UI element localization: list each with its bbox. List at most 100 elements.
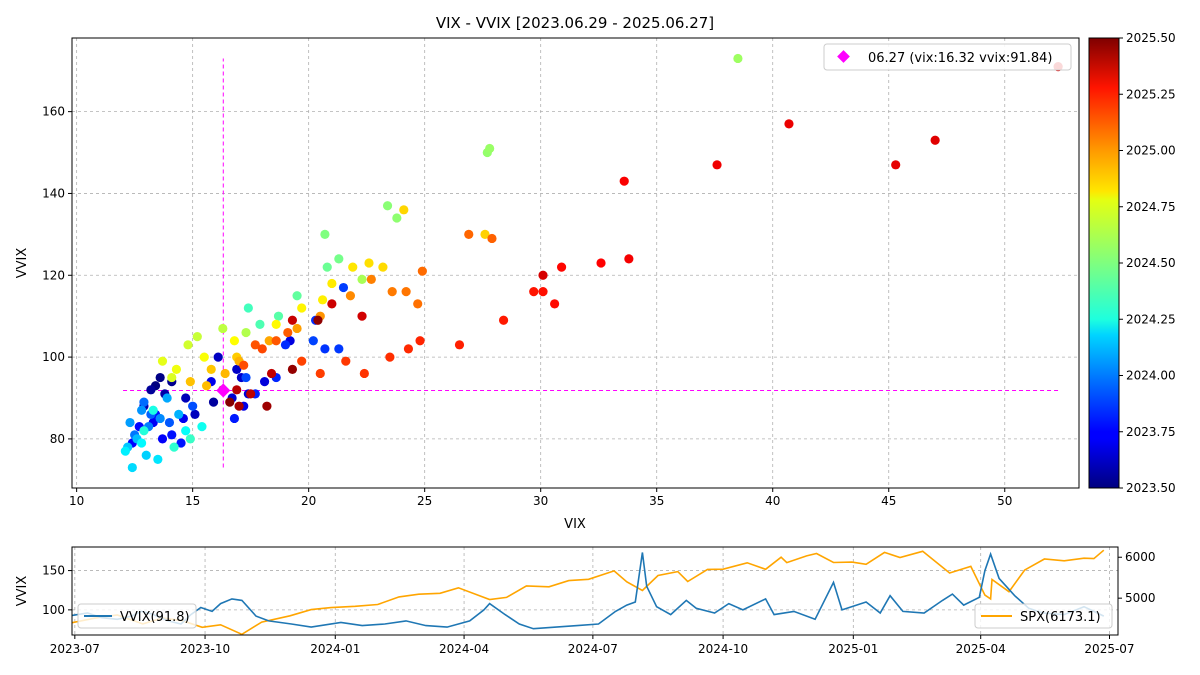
spx-legend-label: SPX(6173.1) — [1020, 610, 1101, 625]
scatter-point — [169, 442, 179, 452]
scatter-x-ticks: 10 15 20 25 30 35 40 45 50 — [69, 488, 1012, 508]
right-y-tick-label: 5000 — [1125, 591, 1156, 605]
y-tick-label: 140 — [42, 186, 65, 200]
scatter-legend: 06.27 (vix:16.32 vvix:91.84) — [823, 43, 1072, 71]
scatter-point — [338, 282, 349, 293]
scatter-point — [183, 340, 193, 350]
scatter-point — [596, 258, 606, 268]
scatter-point — [181, 393, 191, 403]
scatter-point — [387, 287, 397, 297]
time-tick-label: 2024-04 — [439, 642, 489, 656]
colorbar-tick-label: 2025.25 — [1126, 87, 1176, 101]
highlight-diamond — [216, 383, 231, 398]
scatter-point — [538, 287, 548, 297]
scatter-point — [364, 258, 374, 268]
scatter-point — [292, 323, 302, 334]
scatter-point — [392, 213, 402, 223]
legend-box — [823, 43, 1072, 71]
colorbar-tick-label: 2025.50 — [1126, 31, 1176, 45]
scatter-point — [280, 340, 291, 350]
scatter-point — [327, 299, 337, 309]
scatter-point — [487, 233, 497, 244]
scatter-point — [234, 401, 244, 411]
scatter-point — [366, 274, 376, 284]
scatter-point — [229, 413, 240, 424]
scatter-point — [232, 364, 242, 374]
scatter-point — [241, 327, 251, 338]
colorbar-tick-label: 2023.75 — [1126, 425, 1176, 439]
scatter-point — [454, 340, 465, 350]
vvix-legend-box — [77, 603, 197, 629]
x-tick-label: 40 — [765, 494, 780, 508]
colorbar-tick-label: 2024.00 — [1126, 369, 1176, 383]
scatter-point — [139, 426, 149, 436]
y-tick-label: 100 — [42, 350, 65, 364]
scatter-point — [157, 356, 168, 366]
scatter-point — [891, 160, 901, 170]
scatter-point — [148, 405, 158, 415]
x-tick-label: 20 — [301, 494, 316, 508]
time-tick-label: 2025-01 — [828, 642, 878, 656]
scatter-point — [197, 422, 207, 432]
x-tick-label: 25 — [417, 494, 432, 508]
scatter-point — [185, 434, 195, 444]
x-tick-label: 30 — [533, 494, 548, 508]
scatter-point — [550, 299, 560, 309]
scatter-point — [287, 364, 298, 374]
scatter-point — [232, 385, 242, 395]
scatter-point — [283, 327, 293, 338]
scatter-point — [556, 262, 567, 272]
scatter-y-ticks: 80 100 120 140 160 — [42, 105, 72, 446]
timeseries-lines — [72, 549, 1105, 635]
scatter-point — [297, 356, 307, 366]
timeseries-y-label: VVIX — [15, 576, 30, 607]
scatter-point — [255, 319, 265, 329]
scatter-point — [171, 364, 182, 374]
scatter-point — [378, 262, 388, 272]
timeseries-left-y-ticks: 100 150 — [42, 564, 72, 617]
vvix-series-line — [72, 551, 1105, 630]
scatter-point — [271, 319, 281, 329]
scatter-point — [357, 274, 367, 284]
scatter-point — [619, 176, 629, 186]
left-y-tick-label: 150 — [42, 564, 65, 578]
scatter-point — [157, 434, 168, 444]
scatter-point — [529, 287, 539, 297]
scatter-point — [266, 368, 277, 379]
y-tick-label: 160 — [42, 105, 65, 119]
scatter-point — [229, 336, 240, 346]
spx-legend: SPX(6173.1) — [974, 603, 1113, 629]
scatter-axes-frame — [71, 37, 1080, 489]
scatter-point — [485, 143, 495, 154]
scatter-point — [153, 454, 163, 464]
scatter-point — [413, 299, 423, 309]
scatter-point — [139, 397, 149, 407]
colorbar-tick-label: 2024.75 — [1126, 200, 1176, 214]
scatter-point — [137, 438, 147, 448]
scatter-title: VIX - VVIX [2023.06.29 - 2025.06.27] — [436, 14, 714, 32]
scatter-point — [357, 311, 367, 321]
scatter-point — [127, 462, 137, 473]
scatter-point — [341, 356, 351, 366]
scatter-point — [250, 340, 260, 350]
scatter-point — [401, 287, 411, 297]
scatter-point — [185, 377, 195, 387]
scatter-point — [417, 266, 427, 276]
scatter-point — [264, 336, 274, 346]
scatter-point — [297, 303, 307, 313]
scatter-point — [345, 291, 356, 301]
scatter-point — [403, 344, 414, 354]
scatter-point — [287, 315, 298, 325]
scatter-point — [273, 311, 284, 321]
scatter-point — [241, 372, 251, 383]
scatter-point — [784, 119, 794, 129]
timeseries-right-y-ticks: 5000 6000 — [1118, 550, 1156, 605]
scatter-point — [308, 336, 318, 346]
right-y-tick-label: 6000 — [1125, 550, 1156, 564]
scatter-point — [930, 135, 940, 145]
colorbar-tick-label: 2025.00 — [1126, 144, 1176, 158]
scatter-point — [201, 381, 212, 391]
scatter-point — [120, 446, 130, 456]
colorbar-tick-label: 2024.25 — [1126, 312, 1176, 326]
scatter-point — [359, 368, 369, 379]
